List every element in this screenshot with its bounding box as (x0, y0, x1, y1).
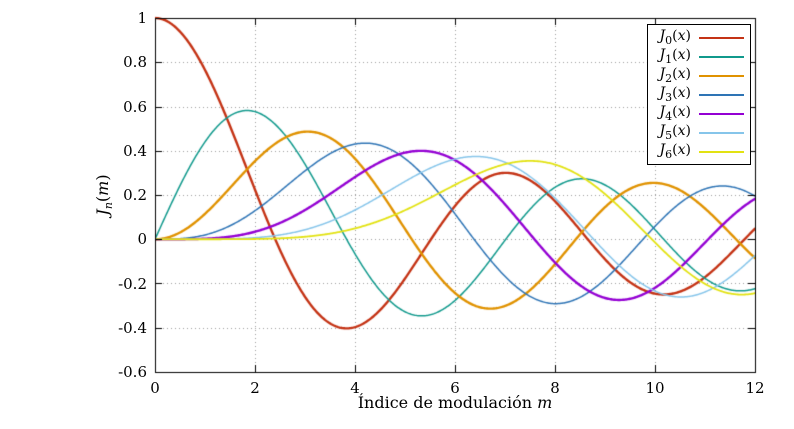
y-tick-label: -0.6 (118, 363, 147, 381)
x-tick-label: 6 (450, 379, 460, 397)
y-label-symbol: J (92, 209, 112, 216)
y-tick-label: 0.6 (123, 97, 147, 116)
y-tick-label: -0.2 (118, 274, 147, 293)
x-label-text: Índice de modulación (357, 393, 538, 412)
legend-label: J5(x) (659, 123, 691, 142)
x-axis-label: Índice de modulación m (305, 393, 605, 412)
x-tick-label: 10 (645, 379, 665, 397)
legend-line-sample (699, 150, 744, 153)
legend-line-sample (699, 112, 744, 115)
legend-label: J2(x) (659, 66, 691, 85)
y-tick-label: -0.4 (118, 318, 147, 337)
legend-item: J6(x) (660, 142, 744, 161)
x-label-variable: m (537, 393, 553, 412)
legend-item: J1(x) (660, 47, 744, 66)
legend-item: J2(x) (660, 66, 744, 85)
y-tick-label: 0.8 (123, 53, 147, 72)
legend-line-sample (699, 36, 744, 39)
y-tick-label: 0 (137, 230, 147, 249)
y-tick-label: 0.4 (123, 141, 147, 160)
y-tick-label: 0.2 (123, 186, 147, 204)
x-tick-label: 2 (250, 379, 260, 397)
legend-label: J3(x) (659, 85, 691, 104)
legend: J0(x) J1(x) J2(x) J3(x) J4(x) J5(x) J6(x) (646, 24, 751, 165)
x-tick-label: 12 (745, 379, 765, 397)
x-tick-label: 0 (150, 379, 160, 397)
legend-item: J0(x) (660, 28, 744, 47)
legend-line-sample (699, 93, 744, 96)
legend-label: J1(x) (659, 47, 691, 66)
y-tick-label: 1 (137, 9, 147, 27)
legend-label: J0(x) (659, 28, 691, 47)
legend-item: J4(x) (660, 104, 744, 123)
x-tick-label: 8 (550, 379, 560, 397)
legend-label: J4(x) (659, 104, 691, 123)
legend-label: J6(x) (659, 142, 691, 161)
legend-line-sample (699, 131, 744, 134)
legend-item: J5(x) (660, 123, 744, 142)
legend-line-sample (699, 74, 744, 77)
legend-item: J3(x) (660, 85, 744, 104)
legend-line-sample (699, 55, 744, 58)
x-tick-label: 4 (350, 379, 360, 397)
